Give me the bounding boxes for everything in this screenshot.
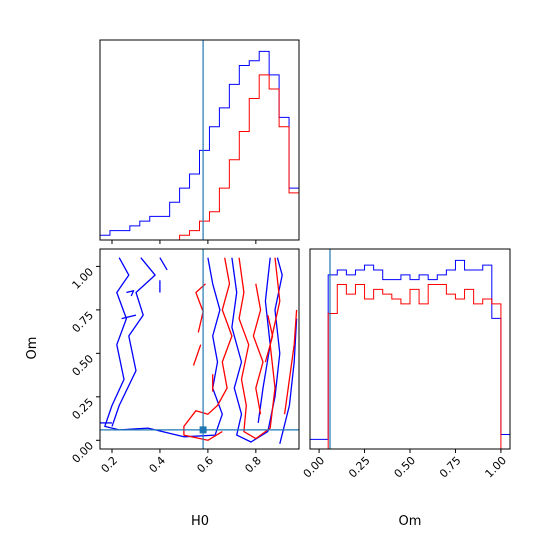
contour-truth-marker bbox=[199, 426, 207, 434]
contour-blue-9 bbox=[159, 257, 168, 271]
om-histogram-panel: 0.00 0.25 0.50 0.75 1.00 bbox=[301, 248, 511, 481]
contour-y-tick-label-4: 1.00 bbox=[70, 265, 97, 292]
h0-hist-series-blue bbox=[99, 50, 300, 240]
contour-y-tick-label-1: 0.25 bbox=[70, 396, 97, 423]
contour-red-6 bbox=[192, 344, 202, 366]
contour-blue-3 bbox=[257, 257, 271, 423]
om-hist-series-blue bbox=[309, 259, 511, 449]
contour-red-3 bbox=[264, 314, 274, 363]
contour-blue-1 bbox=[104, 257, 223, 438]
contour-blue-2 bbox=[231, 257, 283, 443]
om-hist-x-tick-label-1: 0.25 bbox=[346, 454, 373, 481]
h0-hist-frame bbox=[99, 39, 300, 241]
x-axis-label-om: Om bbox=[399, 514, 422, 529]
contour-blue-7 bbox=[121, 314, 137, 320]
contour-blue-4 bbox=[279, 318, 298, 444]
h0-histogram-panel bbox=[99, 39, 300, 244]
contour-x-tick-label-2: 0.6 bbox=[194, 454, 216, 476]
om-hist-x-tick-label-0: 0.00 bbox=[301, 454, 328, 481]
om-hist-series-red bbox=[310, 284, 510, 450]
x-axis-label-h0: H0 bbox=[191, 514, 209, 529]
contour-y-tick-label-0: 0.00 bbox=[70, 439, 97, 466]
contour-blue-6 bbox=[126, 290, 135, 297]
contour-x-tick-label-1: 0.4 bbox=[146, 454, 168, 476]
contour-red-2 bbox=[252, 283, 264, 415]
contour-y-tick-label-2: 0.50 bbox=[70, 352, 97, 379]
contour-x-tick-label-0: 0.2 bbox=[99, 454, 121, 476]
om-hist-x-tick-label-2: 0.50 bbox=[392, 454, 419, 481]
y-axis-label-om: Om bbox=[25, 337, 40, 360]
contour-red-5 bbox=[195, 283, 206, 333]
contour-red-4 bbox=[283, 309, 298, 415]
h0-om-contour-panel: 0.2 0.4 0.6 0.8 0.00 0.25 0.50 0.75 1.00 bbox=[70, 248, 300, 476]
contour-frame bbox=[99, 248, 300, 450]
contour-red-0 bbox=[183, 257, 233, 441]
contour-y-tick-label-3: 0.75 bbox=[70, 309, 97, 336]
om-hist-x-tick-label-4: 1.00 bbox=[483, 454, 510, 481]
contour-blue-0 bbox=[111, 257, 156, 427]
contour-x-tick-label-3: 0.8 bbox=[242, 454, 264, 476]
om-hist-x-tick-label-3: 0.75 bbox=[437, 454, 464, 481]
contour-lines bbox=[100, 257, 298, 444]
